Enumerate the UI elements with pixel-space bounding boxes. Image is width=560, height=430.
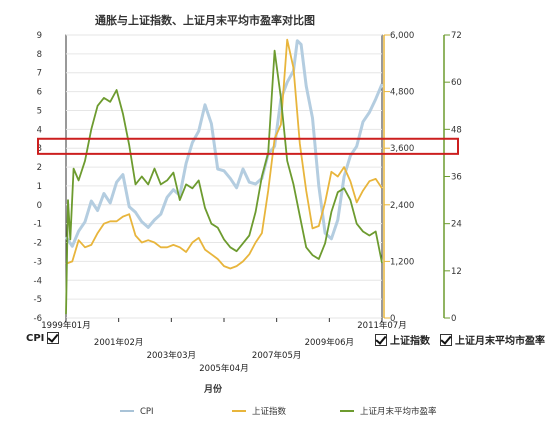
- legend-label-index: 上证指数: [252, 406, 287, 417]
- cpi-tick-label: 6: [37, 88, 42, 98]
- index-tick-label: 4,800: [390, 88, 414, 98]
- cpi-tick-label: 0: [37, 201, 42, 211]
- x-axis-title: 月份: [203, 383, 223, 395]
- index-checkbox[interactable]: [375, 333, 387, 346]
- x-tick-label: 1999年01月: [41, 320, 90, 331]
- cpi-tick-label: -1: [34, 220, 42, 230]
- x-tick-label: 2007年05月: [252, 350, 301, 361]
- cpi-tick-label: -2: [34, 239, 42, 249]
- cpi-tick-label: 1: [37, 182, 42, 192]
- series-line-index: [65, 38, 383, 270]
- cpi-tick-label: 9: [37, 31, 42, 41]
- cpi-tick-label: 7: [37, 69, 42, 79]
- chart-title: 通胀与上证指数、上证月末平均市盈率对比图: [95, 13, 315, 27]
- cpi-tick-label: -4: [34, 276, 42, 286]
- cpi-tick-label: 2: [37, 163, 42, 173]
- highlight-box: [37, 137, 459, 155]
- cpi-tick-label: 4: [37, 125, 42, 135]
- x-tick-label: 2003年03月: [147, 350, 196, 361]
- highlight-rect: [37, 137, 459, 155]
- x-tick-label: 2009年06月: [305, 337, 354, 348]
- pe-tick-label: 36: [451, 173, 462, 183]
- cpi-tick-label: 8: [37, 50, 42, 60]
- index-tick-label: 0: [390, 314, 395, 324]
- cpi-checkbox[interactable]: [47, 332, 60, 344]
- pe-tick-label: 48: [451, 125, 462, 135]
- index-tick-label: 3,600: [390, 144, 414, 154]
- cpi-tick-label: -5: [34, 295, 42, 305]
- index-toggle[interactable]: 上证指数: [372, 332, 430, 347]
- legend-label-cpi: CPI: [140, 407, 154, 417]
- pe-tick-label: 0: [451, 314, 456, 324]
- x-tick-label: 2001年02月: [94, 337, 143, 348]
- pe-toggle[interactable]: 上证月末平均市盈率: [437, 332, 545, 347]
- pe-toggle-label: 上证月末平均市盈率: [455, 336, 545, 347]
- cpi-toggle-label: CPI: [26, 332, 45, 344]
- pe-tick-label: 60: [451, 78, 462, 88]
- cpi-tick-label: 3: [37, 144, 42, 154]
- index-tick-label: 2,400: [390, 201, 414, 211]
- y-axes: -6-5-4-3-2-1012345678901,2002,4003,6004,…: [34, 31, 462, 324]
- index-toggle-label: 上证指数: [390, 336, 430, 347]
- cpi-tick-label: 5: [37, 106, 42, 116]
- pe-checkbox[interactable]: [440, 333, 452, 346]
- cpi-toggle[interactable]: CPI: [26, 332, 62, 344]
- plot-area: [65, 34, 383, 319]
- cpi-tick-label: -6: [34, 314, 42, 324]
- series-line-cpi: [64, 39, 384, 248]
- cpi-tick-label: -3: [34, 257, 42, 267]
- legend-label-pe: 上证月末平均市盈率: [360, 406, 437, 417]
- index-tick-label: 6,000: [390, 31, 414, 41]
- y-gridlines: [66, 34, 382, 319]
- series-line-pe: [65, 49, 383, 315]
- pe-tick-label: 12: [451, 267, 462, 277]
- x-tick-label: 2011年07月: [357, 320, 406, 331]
- x-tick-label: 2005年04月: [199, 363, 248, 374]
- pe-tick-label: 24: [451, 220, 462, 230]
- series-layer: [64, 38, 384, 315]
- pe-tick-label: 72: [451, 31, 462, 41]
- legend: CPI 上证指数 上证月末平均市盈率: [120, 406, 437, 417]
- index-tick-label: 1,200: [390, 257, 414, 267]
